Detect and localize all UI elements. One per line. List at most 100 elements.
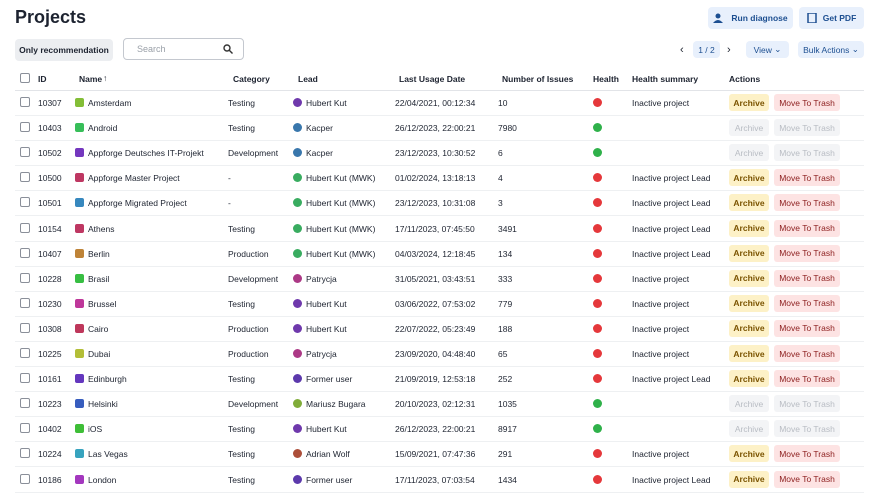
trash-button[interactable]: Move To Trash	[774, 320, 840, 337]
archive-button[interactable]: Archive	[729, 370, 769, 387]
issue-count: 7980	[498, 122, 517, 134]
row-checkbox[interactable]	[20, 323, 30, 333]
category: Development	[228, 273, 278, 285]
page-title: Projects	[15, 7, 86, 28]
column-header: Health	[593, 73, 619, 85]
health-summary: Inactive project	[632, 323, 689, 335]
trash-button[interactable]: Move To Trash	[774, 471, 840, 488]
archive-button[interactable]: Archive	[729, 445, 769, 462]
lead-name: Hubert Kut (MWK)	[306, 172, 375, 184]
lead-avatar	[293, 224, 302, 233]
row-checkbox[interactable]	[20, 122, 30, 132]
row-checkbox[interactable]	[20, 398, 30, 408]
trash-button[interactable]: Move To Trash	[774, 445, 840, 462]
row-checkbox[interactable]	[20, 147, 30, 157]
row-checkbox[interactable]	[20, 448, 30, 458]
lead-name: Hubert Kut (MWK)	[306, 197, 375, 209]
row-checkbox[interactable]	[20, 172, 30, 182]
project-name[interactable]: Dubai	[88, 348, 110, 360]
project-name[interactable]: Brasil	[88, 273, 109, 285]
archive-button[interactable]: Archive	[729, 270, 769, 287]
row-checkbox[interactable]	[20, 298, 30, 308]
archive-button: Archive	[729, 144, 769, 161]
row-checkbox[interactable]	[20, 248, 30, 258]
row-checkbox[interactable]	[20, 474, 30, 484]
archive-button[interactable]: Archive	[729, 169, 769, 186]
project-name[interactable]: Appforge Master Project	[88, 172, 180, 184]
health-summary: Inactive project Lead	[632, 223, 710, 235]
icon	[713, 13, 725, 23]
project-icon	[75, 324, 84, 333]
run-diagnose-button[interactable]: Run diagnose	[708, 7, 793, 29]
get-pdf-button[interactable]: Get PDF	[799, 7, 864, 29]
trash-button[interactable]: Move To Trash	[774, 370, 840, 387]
project-name[interactable]: Android	[88, 122, 117, 134]
trash-button[interactable]: Move To Trash	[774, 194, 840, 211]
select-all-checkbox[interactable]	[20, 73, 30, 83]
trash-button[interactable]: Move To Trash	[774, 169, 840, 186]
lead-name: Former user	[306, 474, 352, 486]
project-name[interactable]: Helsinki	[88, 398, 118, 410]
row-checkbox[interactable]	[20, 373, 30, 383]
project-name[interactable]: Edinburgh	[88, 373, 127, 385]
row-divider	[15, 140, 864, 141]
archive-button[interactable]: Archive	[729, 320, 769, 337]
project-name[interactable]: iOS	[88, 423, 102, 435]
view-button[interactable]: View ⌄	[746, 41, 789, 58]
row-checkbox[interactable]	[20, 197, 30, 207]
bulk-actions-button[interactable]: Bulk Actions ⌄	[798, 41, 864, 58]
project-name[interactable]: Amsterdam	[88, 97, 131, 109]
project-name[interactable]: London	[88, 474, 116, 486]
next-page[interactable]: ›	[727, 44, 731, 56]
trash-button[interactable]: Move To Trash	[774, 245, 840, 262]
trash-button[interactable]: Move To Trash	[774, 295, 840, 312]
archive-button[interactable]: Archive	[729, 94, 769, 111]
project-name[interactable]: Appforge Migrated Project	[88, 197, 187, 209]
archive-button: Archive	[729, 395, 769, 412]
trash-button[interactable]: Move To Trash	[774, 270, 840, 287]
health-dot	[593, 449, 602, 458]
search-input[interactable]: Search	[123, 38, 244, 60]
issue-count: 1434	[498, 474, 517, 486]
row-checkbox[interactable]	[20, 273, 30, 283]
row-checkbox[interactable]	[20, 223, 30, 233]
trash-button[interactable]: Move To Trash	[774, 94, 840, 111]
prev-page[interactable]: ‹	[680, 44, 684, 56]
last-usage-date: 23/09/2020, 04:48:40	[395, 348, 475, 360]
health-dot	[593, 349, 602, 358]
archive-button[interactable]: Archive	[729, 245, 769, 262]
last-usage-date: 15/09/2021, 07:47:36	[395, 448, 475, 460]
project-name[interactable]: Athens	[88, 223, 114, 235]
project-name[interactable]: Las Vegas	[88, 448, 128, 460]
project-name[interactable]: Cairo	[88, 323, 108, 335]
trash-button[interactable]: Move To Trash	[774, 220, 840, 237]
project-icon	[75, 173, 84, 182]
row-checkbox[interactable]	[20, 97, 30, 107]
archive-button[interactable]: Archive	[729, 194, 769, 211]
column-header[interactable]: Number of Issues	[502, 73, 573, 85]
lead-avatar	[293, 475, 302, 484]
filter-button[interactable]: Only recommendation	[15, 39, 113, 61]
column-header[interactable]: Category	[233, 73, 270, 85]
archive-button[interactable]: Archive	[729, 295, 769, 312]
column-header[interactable]: ID	[38, 73, 47, 85]
archive-button[interactable]: Archive	[729, 471, 769, 488]
project-id: 10403	[38, 122, 62, 134]
trash-button[interactable]: Move To Trash	[774, 345, 840, 362]
row-checkbox[interactable]	[20, 423, 30, 433]
archive-button[interactable]: Archive	[729, 345, 769, 362]
health-summary: Inactive project Lead	[632, 197, 710, 209]
row-checkbox[interactable]	[20, 348, 30, 358]
column-header[interactable]: Lead	[298, 73, 318, 85]
column-header[interactable]: Last Usage Date	[399, 73, 465, 85]
health-summary: Inactive project	[632, 348, 689, 360]
category: Testing	[228, 448, 255, 460]
health-summary: Inactive project	[632, 448, 689, 460]
project-name[interactable]: Appforge Deutsches IT-Projekt	[88, 147, 204, 159]
column-header[interactable]: Name	[79, 73, 102, 85]
project-name[interactable]: Brussel	[88, 298, 116, 310]
archive-button[interactable]: Archive	[729, 220, 769, 237]
project-name[interactable]: Berlin	[88, 248, 110, 260]
health-dot	[593, 324, 602, 333]
category: -	[228, 197, 231, 209]
